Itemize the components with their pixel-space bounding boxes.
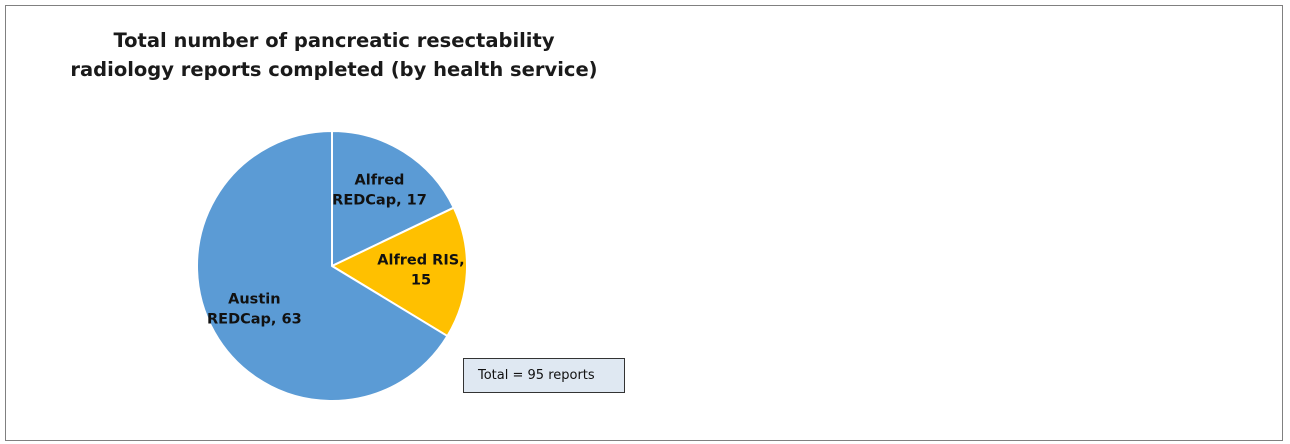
slice-label-line: Alfred RIS, [377,252,464,268]
slice-label-alfred-redcap: Alfred REDCap, 17 [332,173,427,209]
chart-title-line-2: radiology reports completed (by health s… [70,58,598,81]
slice-label-austin-redcap: Austin REDCap, 63 [207,292,302,328]
slice-label-line: REDCap, 63 [207,312,302,328]
slice-label-alfred-ris: Alfred RIS, 15 [377,252,464,288]
total-annotation-box: Total = 95 reports [463,358,625,393]
slice-label-line: Alfred [355,173,405,189]
pie-slice-alfred-redcap [331,130,455,267]
pie-slice-alfred-ris [331,206,468,338]
slice-label-line: 15 [411,272,431,288]
chart-title: Total number of pancreatic resectability… [0,26,668,84]
slice-label-line: Austin [228,292,280,308]
slice-label-line: REDCap, 17 [332,193,427,209]
pie-slice-austin-redcap [196,130,449,402]
chart-title-line-1: Total number of pancreatic resectability [113,29,555,52]
